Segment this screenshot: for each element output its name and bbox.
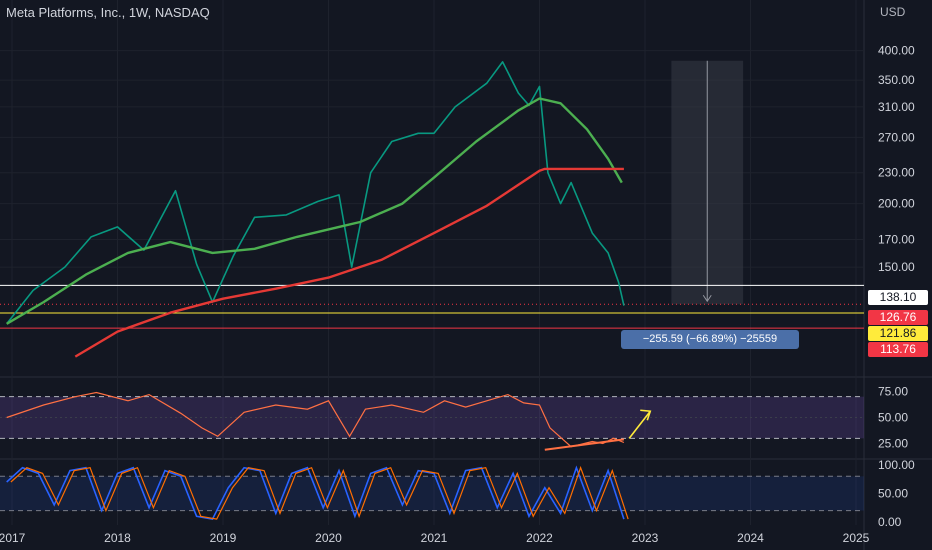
rsi-tick-label: 25.00 (878, 437, 908, 451)
stoch-tick-label: 0.00 (878, 515, 902, 529)
stoch-tick-label: 50.00 (878, 486, 908, 500)
measure-label: −255.59 (−66.89%) −25559 (621, 330, 799, 349)
measure-arrow-head (702, 294, 712, 303)
rsi-tick-label: 50.00 (878, 411, 908, 425)
projection-box (671, 60, 744, 305)
level-tag-138: 138.10 (868, 290, 928, 305)
x-tick-label: 2025 (843, 531, 870, 545)
annotation-arrow (628, 410, 651, 439)
x-axis: 2017 2018 2019 2020 2021 2022 2023 2024 2025 (0, 531, 870, 545)
series-ma-red (74, 167, 624, 358)
y-tick-label: 270.00 (878, 130, 915, 144)
series-stoch-k (6, 465, 625, 520)
x-tick-label: 2019 (210, 531, 237, 545)
x-tick-label: 2018 (104, 531, 131, 545)
x-tick-label: 2022 (526, 531, 553, 545)
chart-title: Meta Platforms, Inc., 1W, NASDAQ (6, 5, 210, 20)
stoch-tick-label: 100.00 (878, 458, 915, 472)
series-rsi (6, 391, 625, 448)
y-axis: 400.00 350.00 310.00 270.00 230.00 200.00 170.… (878, 44, 915, 529)
y-tick-label: 170.00 (878, 232, 915, 246)
series-ema-green (6, 97, 623, 325)
level-tag-113: 113.76 (868, 342, 928, 357)
last-price-tag: 126.76 (868, 310, 928, 325)
stoch-band (0, 476, 864, 511)
x-tick-label: 2017 (0, 531, 26, 545)
currency-label: USD (880, 5, 906, 19)
x-tick-label: 2021 (421, 531, 448, 545)
annotation-arrow-head (640, 409, 652, 421)
series-lines (6, 61, 652, 520)
x-tick-label: 2023 (632, 531, 659, 545)
series-price (6, 61, 625, 325)
y-tick-label: 230.00 (878, 166, 915, 180)
indicator-bands (0, 396, 864, 512)
level-tag-121: 121.86 (868, 326, 928, 341)
y-tick-label: 350.00 (878, 73, 915, 87)
y-tick-label: 200.00 (878, 197, 915, 211)
y-tick-label: 400.00 (878, 44, 915, 58)
x-tick-label: 2024 (737, 531, 764, 545)
price-levels (0, 284, 864, 329)
x-tick-label: 2020 (315, 531, 342, 545)
rsi-tick-label: 75.00 (878, 384, 908, 398)
series-stoch-d (10, 465, 629, 520)
series-divergence (544, 438, 625, 451)
y-tick-label: 310.00 (878, 100, 915, 114)
y-tick-label: 150.00 (878, 260, 915, 274)
